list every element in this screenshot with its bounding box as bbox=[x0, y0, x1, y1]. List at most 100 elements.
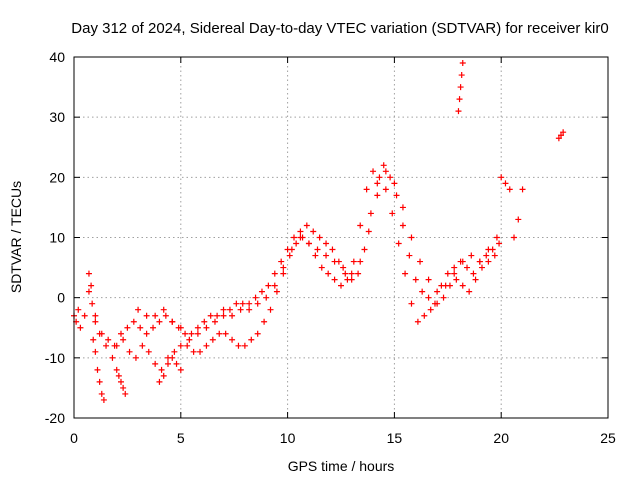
data-point-track-d bbox=[248, 336, 255, 343]
data-point-track-d bbox=[273, 288, 280, 295]
data-point-track-b bbox=[120, 384, 127, 391]
data-point-track-d bbox=[312, 252, 319, 259]
data-point-track-c bbox=[374, 180, 381, 187]
data-point-track-d bbox=[370, 168, 377, 175]
data-point-track-d bbox=[325, 270, 332, 277]
data-point-track-e bbox=[143, 312, 150, 319]
data-point-track-e bbox=[254, 300, 261, 307]
data-point-track-c bbox=[258, 288, 265, 295]
data-point-track-c bbox=[233, 300, 240, 307]
data-point-track-h bbox=[457, 84, 464, 91]
data-point-track-c bbox=[399, 222, 406, 229]
data-point-track-c bbox=[278, 258, 285, 265]
data-point-track-a bbox=[85, 288, 92, 295]
data-point-track-c bbox=[291, 234, 298, 241]
data-point-track-e bbox=[135, 306, 142, 313]
data-point-track-d bbox=[177, 342, 184, 349]
data-point-track-h bbox=[459, 60, 466, 67]
x-tick-label: 10 bbox=[280, 430, 296, 446]
data-point-track-a bbox=[90, 336, 97, 343]
data-point-track-d bbox=[357, 222, 364, 229]
data-point-track-f bbox=[164, 360, 171, 367]
data-point-track-a bbox=[96, 378, 103, 385]
data-point-track-c bbox=[137, 324, 144, 331]
data-point-track-c bbox=[380, 162, 387, 169]
data-point-track-e bbox=[323, 252, 330, 259]
data-point-track-d bbox=[197, 348, 204, 355]
data-point-track-c bbox=[98, 330, 105, 337]
data-point-track-e bbox=[476, 258, 483, 265]
data-point-track-c bbox=[361, 246, 368, 253]
grid-lines bbox=[74, 57, 608, 418]
data-point-track-e bbox=[365, 228, 372, 235]
data-point-track-e bbox=[246, 306, 253, 313]
data-point-track-b bbox=[85, 270, 92, 277]
data-point-track-e bbox=[271, 282, 278, 289]
data-point-track-e bbox=[211, 318, 218, 325]
x-tick-label: 5 bbox=[177, 430, 185, 446]
data-point-track-d bbox=[485, 258, 492, 265]
data-point-track-c bbox=[297, 228, 304, 235]
data-point-track-d bbox=[427, 306, 434, 313]
data-point-track-e bbox=[374, 192, 381, 199]
data-point-track-c bbox=[265, 282, 272, 289]
data-point-track-i bbox=[555, 135, 562, 142]
data-point-track-d bbox=[491, 252, 498, 259]
data-point-track-g bbox=[511, 234, 518, 241]
data-point-track-a bbox=[75, 306, 82, 313]
data-point-track-c bbox=[406, 252, 413, 259]
data-point-track-h bbox=[456, 96, 463, 103]
data-point-track-d bbox=[241, 342, 248, 349]
data-point-track-d bbox=[440, 294, 447, 301]
data-point-track-d bbox=[152, 360, 159, 367]
data-point-track-e bbox=[485, 246, 492, 253]
data-point-track-d bbox=[254, 330, 261, 337]
data-point-track-d bbox=[331, 276, 338, 283]
data-point-track-e bbox=[280, 264, 287, 271]
data-point-track-c bbox=[143, 330, 150, 337]
data-point-track-b bbox=[115, 372, 122, 379]
data-point-track-e bbox=[468, 252, 475, 259]
data-point-track-c bbox=[329, 246, 336, 253]
data-point-track-e bbox=[305, 240, 312, 247]
data-point-track-g bbox=[506, 186, 513, 193]
data-point-track-e bbox=[288, 246, 295, 253]
data-point-track-e bbox=[442, 282, 449, 289]
data-point-track-e bbox=[459, 258, 466, 265]
y-axis-label: SDTVAR / TECUs bbox=[8, 181, 24, 293]
x-tick-label: 25 bbox=[600, 430, 616, 446]
data-point-track-d bbox=[222, 330, 229, 337]
data-point-track-f bbox=[173, 360, 180, 367]
data-point-track-c bbox=[182, 330, 189, 337]
data-point-track-a bbox=[77, 324, 84, 331]
data-point-track-d bbox=[216, 330, 223, 337]
data-point-track-d bbox=[229, 336, 236, 343]
data-point-track-e bbox=[160, 306, 167, 313]
data-point-track-c bbox=[367, 210, 374, 217]
y-tick-label: 20 bbox=[49, 169, 65, 185]
data-point-track-e bbox=[152, 312, 159, 319]
data-point-track-d bbox=[376, 174, 383, 181]
data-point-track-d bbox=[459, 282, 466, 289]
y-tick-label: 40 bbox=[49, 49, 65, 65]
data-point-track-c bbox=[239, 300, 246, 307]
data-point-track-d bbox=[139, 342, 146, 349]
data-points bbox=[71, 60, 567, 403]
data-point-track-g bbox=[498, 174, 505, 181]
data-point-track-c bbox=[130, 318, 137, 325]
data-point-track-g bbox=[519, 186, 526, 193]
data-point-track-e bbox=[314, 246, 321, 253]
data-point-track-c bbox=[156, 318, 163, 325]
data-point-track-e bbox=[263, 294, 270, 301]
data-point-track-c bbox=[246, 300, 253, 307]
data-point-track-c bbox=[393, 192, 400, 199]
data-point-track-d bbox=[113, 342, 120, 349]
data-point-track-b bbox=[109, 354, 116, 361]
data-point-track-c bbox=[124, 324, 131, 331]
data-point-track-a bbox=[92, 348, 99, 355]
data-point-track-e bbox=[177, 324, 184, 331]
data-point-track-e bbox=[399, 204, 406, 211]
data-point-track-e bbox=[186, 336, 193, 343]
data-point-track-c bbox=[342, 270, 349, 277]
data-point-track-e bbox=[391, 180, 398, 187]
